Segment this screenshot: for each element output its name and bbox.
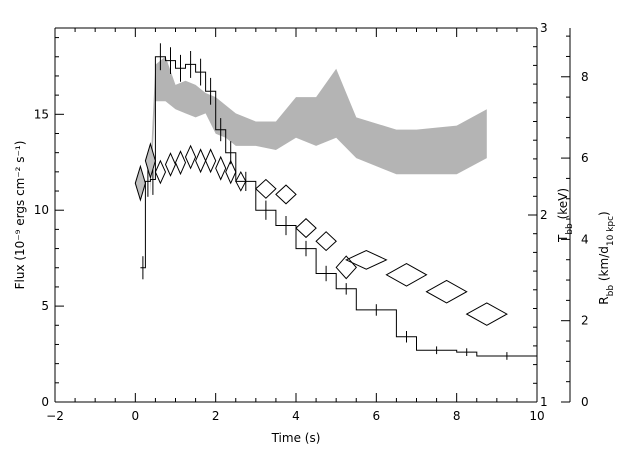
diamond-marker-3 [164, 152, 177, 177]
diamond-marker-4 [174, 150, 187, 176]
diamond-marker-16 [345, 249, 388, 270]
temperature-band [150, 56, 487, 195]
y-inner-tick-label-0: 1 [540, 395, 548, 409]
x-tick-label-3: 4 [292, 409, 300, 423]
x-axis-title: Time (s) [271, 431, 321, 445]
diamond-marker-0 [134, 164, 146, 202]
x-tick-label-1: 0 [132, 409, 140, 423]
diamond-marker-17 [385, 263, 428, 287]
x-tick-label-4: 6 [373, 409, 381, 423]
y-left-tick-label-1: 5 [41, 299, 49, 313]
y-outer-tick-label-0: 0 [581, 395, 589, 409]
radius-diamonds [134, 142, 508, 326]
x-tick-label-2: 2 [212, 409, 220, 423]
y-left-tick-label-2: 10 [34, 203, 49, 217]
y-outer-tick-label-3: 6 [581, 151, 589, 165]
axes [54, 27, 571, 403]
diamond-marker-11 [255, 178, 277, 199]
y-inner-axis-title: Tbb (keV) [556, 188, 575, 243]
histogram-line [140, 56, 537, 357]
axis-titles: Time (s) Flux (10⁻⁹ ergs cm⁻² s⁻¹) Tbb (ke… [13, 141, 616, 445]
diamond-marker-5 [184, 144, 197, 170]
x-tick-label-5: 8 [453, 409, 461, 423]
y-left-tick-label-0: 0 [41, 395, 49, 409]
y-inner-tick-label-2: 3 [540, 21, 548, 35]
tick-marks [54, 27, 570, 403]
y-outer-axis-title: Rbb (km/d10 kpc) [597, 211, 616, 304]
diamond-marker-6 [195, 148, 207, 174]
diamond-marker-14 [315, 231, 337, 252]
diamond-marker-7 [205, 148, 217, 174]
y-left-tick-label-3: 15 [34, 107, 49, 121]
diamond-marker-10 [235, 170, 247, 192]
diamond-marker-8 [215, 155, 227, 181]
diamond-marker-2 [154, 159, 167, 185]
y-outer-tick-label-2: 4 [581, 232, 589, 246]
x-tick-label-6: 10 [529, 409, 544, 423]
diamond-marker-12 [275, 184, 297, 205]
y-outer-tick-label-1: 2 [581, 314, 589, 328]
y-inner-tick-label-1: 2 [540, 208, 548, 222]
diamond-marker-18 [425, 279, 468, 304]
y-outer-tick-label-4: 8 [581, 70, 589, 84]
diamond-marker-13 [295, 218, 317, 239]
x-tick-label-0: −2 [46, 409, 64, 423]
diamond-marker-15 [335, 255, 357, 280]
y-left-axis-title: Flux (10⁻⁹ ergs cm⁻² s⁻¹) [13, 141, 27, 290]
band-area [150, 56, 487, 195]
diamond-marker-19 [465, 302, 508, 326]
diamond-marker-9 [225, 159, 237, 185]
diamond-marker-1 [144, 142, 156, 180]
